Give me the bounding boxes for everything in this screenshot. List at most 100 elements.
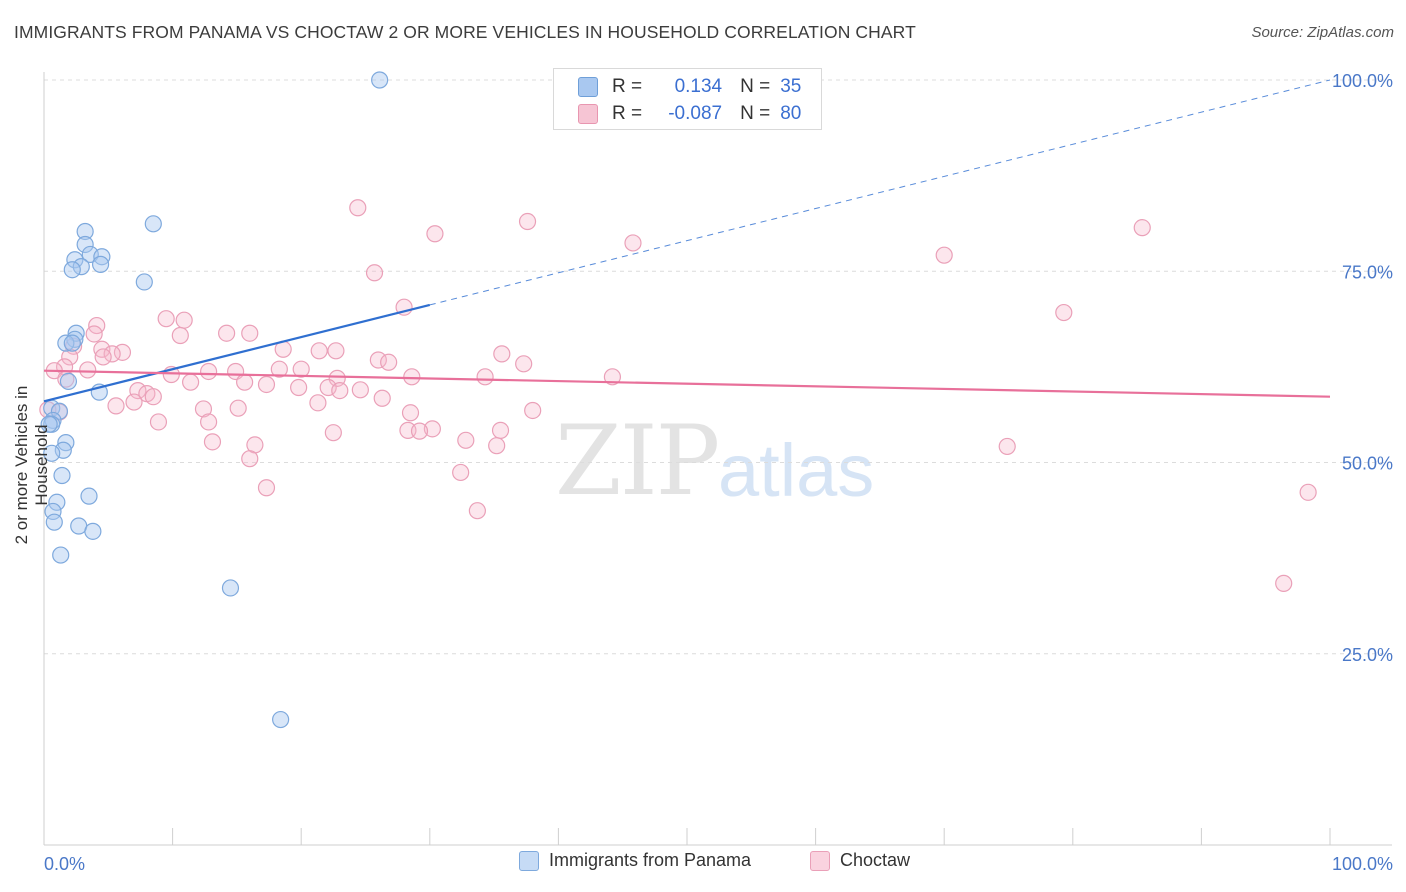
- point-choctaw: [218, 324, 236, 342]
- point-choctaw: [403, 368, 421, 386]
- point-panama: [53, 466, 71, 485]
- point-panama: [52, 546, 70, 564]
- n-label: N =: [740, 76, 771, 97]
- point-panama: [144, 215, 162, 233]
- legend-label-panama: Immigrants from Panama: [549, 850, 752, 870]
- point-choctaw: [107, 397, 125, 415]
- r-label: R =: [612, 103, 643, 124]
- point-panama: [50, 402, 69, 420]
- legend-swatch-choctaw: [810, 850, 830, 871]
- point-choctaw: [524, 401, 542, 420]
- point-choctaw: [603, 368, 622, 386]
- point-panama: [221, 579, 240, 597]
- y-tick-label: 25.0%: [1342, 645, 1393, 665]
- point-choctaw: [144, 388, 162, 406]
- point-panama: [43, 444, 61, 462]
- point-choctaw: [257, 375, 276, 394]
- point-choctaw: [410, 422, 429, 440]
- point-choctaw: [257, 479, 276, 497]
- point-choctaw: [103, 345, 121, 363]
- point-choctaw: [236, 373, 254, 391]
- point-panama: [76, 222, 94, 241]
- point-choctaw: [157, 310, 175, 328]
- point-choctaw: [292, 360, 310, 378]
- point-choctaw: [241, 324, 259, 342]
- point-panama: [59, 372, 78, 391]
- n-value-panama: 35: [780, 76, 802, 97]
- point-choctaw: [426, 225, 444, 243]
- legend-label-choctaw: Choctaw: [840, 850, 911, 870]
- point-choctaw: [468, 502, 486, 520]
- point-panama: [63, 334, 81, 352]
- watermark-zip: ZIP: [555, 405, 720, 517]
- source-label: Source: ZipAtlas.com: [1251, 24, 1394, 41]
- point-choctaw: [149, 413, 168, 431]
- choctaw-swatch: [578, 104, 598, 124]
- r-value-choctaw: -0.087: [668, 103, 723, 124]
- point-panama: [45, 513, 63, 531]
- point-choctaw: [241, 450, 259, 468]
- point-choctaw: [369, 351, 387, 369]
- point-choctaw: [365, 264, 384, 282]
- point-choctaw: [290, 378, 308, 397]
- point-choctaw: [175, 311, 193, 329]
- point-choctaw: [1275, 574, 1293, 592]
- point-choctaw: [624, 234, 642, 252]
- legend-item-panama[interactable]: Immigrants from Panama: [519, 850, 751, 871]
- point-choctaw: [200, 362, 218, 381]
- point-panama: [135, 273, 153, 291]
- point-panama: [84, 522, 102, 540]
- point-panama: [63, 261, 81, 279]
- point-panama: [91, 255, 110, 273]
- point-panama: [76, 235, 94, 254]
- point-choctaw: [401, 404, 420, 422]
- stats-row-panama: R = 0.134 N = 35: [578, 75, 801, 99]
- point-panama: [80, 487, 98, 505]
- bottom-legend: Immigrants from Panama Choctaw: [0, 850, 1406, 880]
- chart-title: IMMIGRANTS FROM PANAMA VS CHOCTAW 2 OR M…: [14, 22, 916, 42]
- point-choctaw: [270, 360, 288, 378]
- point-choctaw: [1133, 219, 1151, 237]
- point-choctaw: [331, 381, 349, 400]
- point-panama: [272, 710, 290, 729]
- y-tick-label: 75.0%: [1342, 262, 1393, 282]
- point-choctaw: [182, 373, 200, 391]
- x-tick-label: 0.0%: [44, 854, 85, 874]
- legend-item-choctaw[interactable]: Choctaw: [810, 850, 910, 871]
- point-choctaw: [1299, 483, 1317, 501]
- point-choctaw: [203, 433, 222, 451]
- point-choctaw: [61, 348, 79, 366]
- point-choctaw: [200, 413, 218, 431]
- stats-row-choctaw: R = -0.087 N = 80: [578, 102, 801, 126]
- legend-swatch-panama: [519, 850, 539, 871]
- trendline-panama: [43, 303, 431, 403]
- y-tick-label: 100.0%: [1332, 71, 1393, 91]
- point-panama: [67, 324, 85, 342]
- point-choctaw: [351, 381, 369, 399]
- point-panama: [40, 415, 58, 433]
- panama-swatch: [578, 77, 598, 97]
- point-choctaw: [125, 393, 143, 411]
- point-choctaw: [373, 389, 391, 407]
- point-choctaw: [229, 399, 247, 417]
- point-panama: [371, 71, 389, 89]
- trendline-choctaw: [43, 369, 1331, 398]
- x-tick-label: 100.0%: [1332, 854, 1393, 874]
- y-tick-label: 50.0%: [1342, 454, 1393, 474]
- point-panama: [48, 493, 66, 511]
- point-choctaw: [423, 420, 441, 438]
- watermark-atlas: atlas: [718, 429, 875, 512]
- point-choctaw: [309, 394, 327, 412]
- point-choctaw: [518, 212, 537, 231]
- point-panama: [57, 334, 75, 352]
- trendline-panama-extension: [429, 79, 1331, 306]
- r-value-panama: 0.134: [674, 76, 723, 97]
- point-choctaw: [324, 424, 342, 442]
- n-label: N =: [740, 103, 771, 124]
- point-choctaw: [327, 342, 345, 360]
- point-choctaw: [380, 353, 398, 371]
- point-choctaw: [349, 199, 367, 217]
- point-choctaw: [452, 463, 470, 482]
- point-choctaw: [171, 326, 189, 345]
